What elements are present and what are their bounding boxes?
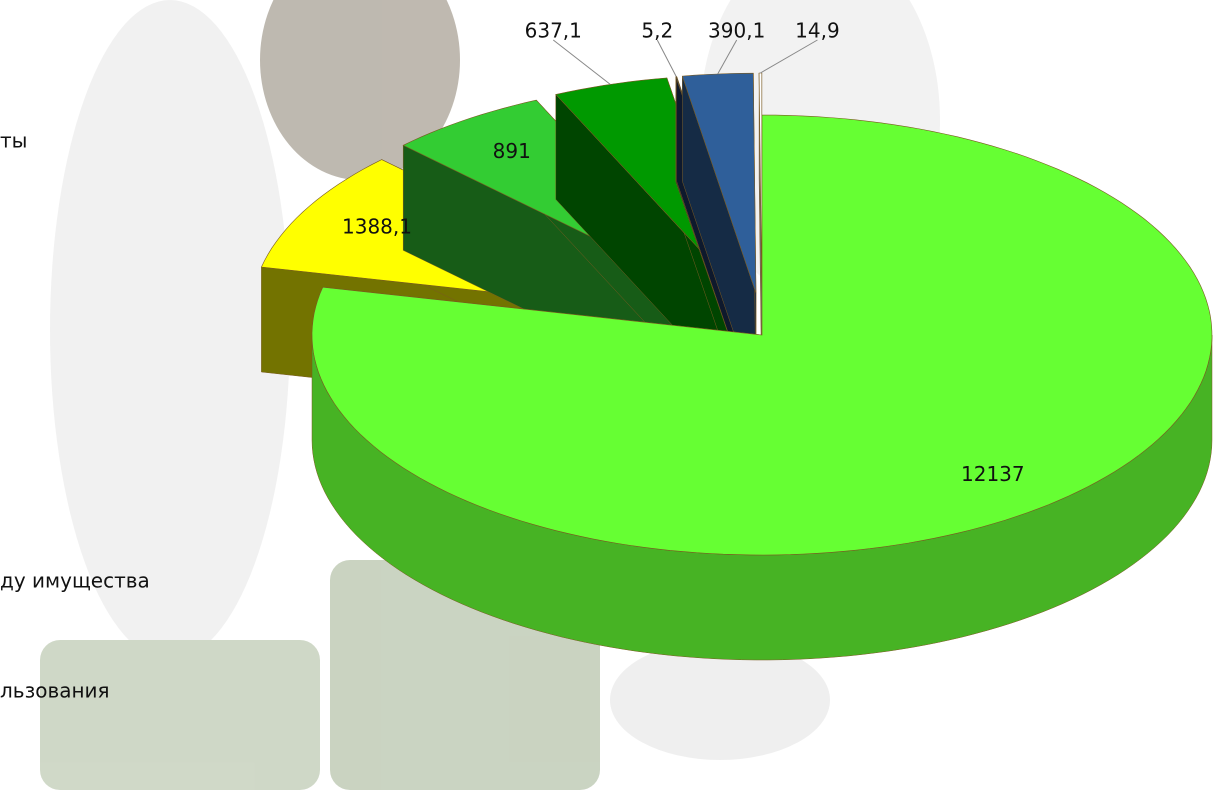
legend-fragment: льзования — [0, 679, 110, 703]
data-label: 14,9 — [795, 19, 840, 43]
leader-line — [657, 40, 676, 77]
data-label: 12137 — [961, 462, 1025, 486]
data-label: 390,1 — [708, 19, 765, 43]
data-label: 5,2 — [641, 19, 673, 43]
data-label: 637,1 — [525, 19, 582, 43]
data-label: 891 — [493, 139, 531, 163]
chart: ты ду имущества льзования 12137 1388,1 891… — [0, 0, 1216, 812]
legend-fragment: ду имущества — [0, 569, 150, 593]
data-label: 1388,1 — [342, 215, 412, 239]
leader-line — [553, 40, 610, 84]
legend-fragment: ты — [0, 129, 27, 153]
